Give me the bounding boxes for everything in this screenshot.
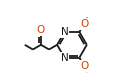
Text: N: N	[61, 27, 68, 37]
Text: O: O	[80, 61, 88, 71]
Text: O: O	[80, 19, 88, 29]
Text: O: O	[37, 25, 45, 35]
Text: N: N	[61, 53, 68, 63]
